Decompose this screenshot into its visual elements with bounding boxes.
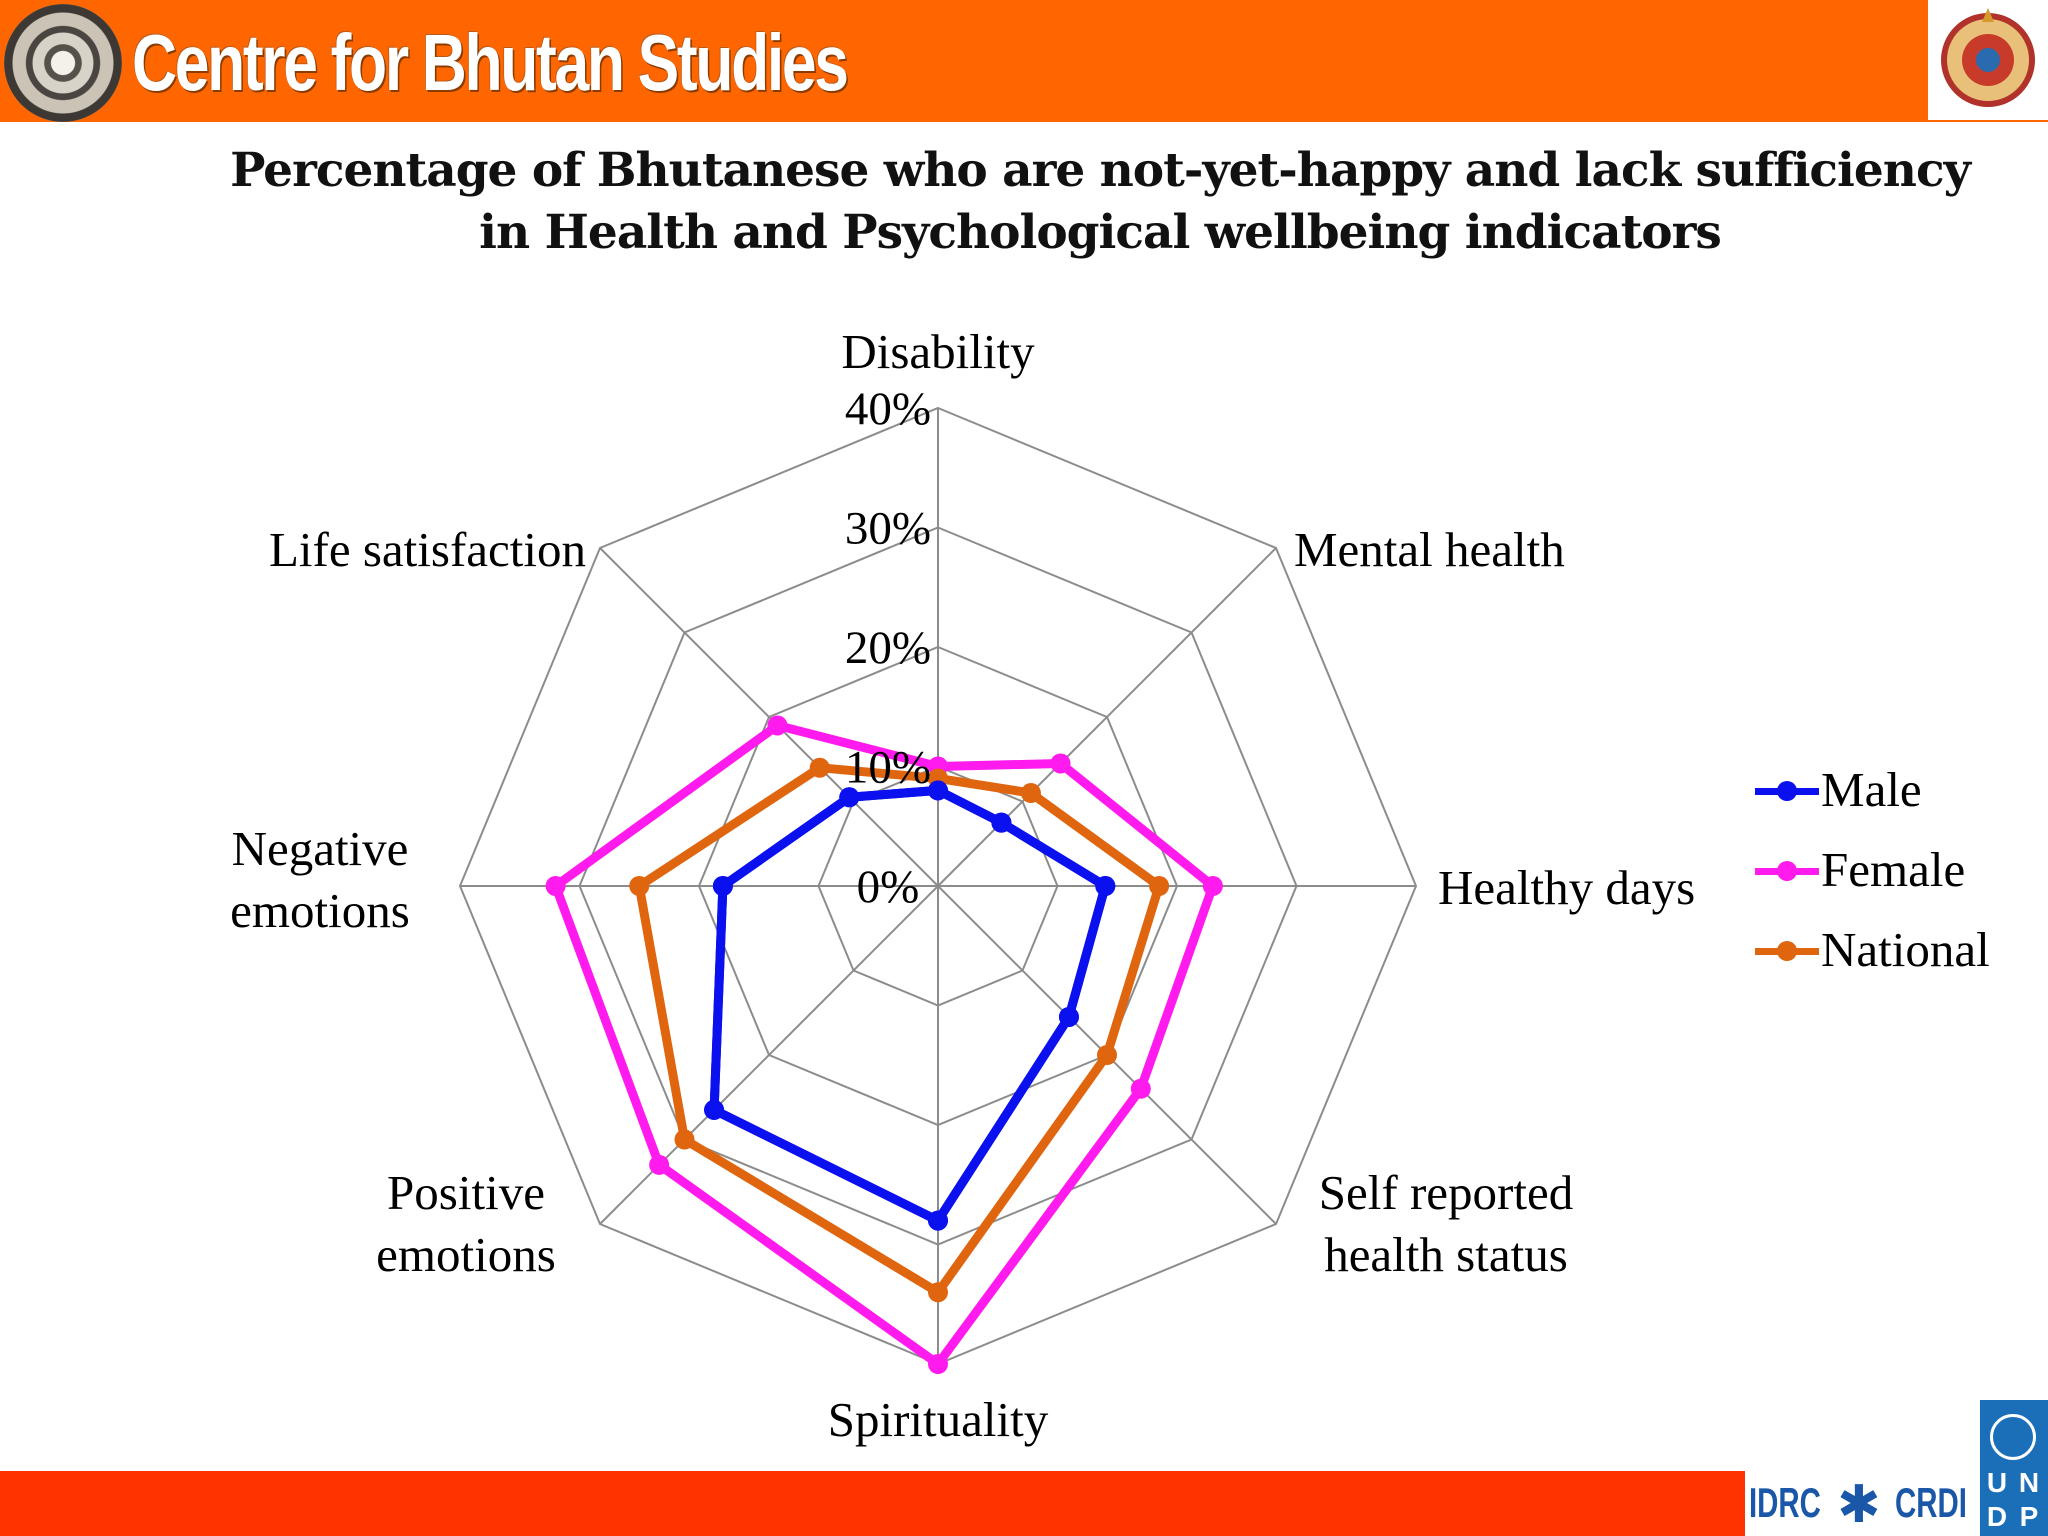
header-title: Centre for Bhutan Studies (132, 18, 849, 107)
category-label: Healthy days (1438, 860, 1695, 915)
data-point-national (928, 1282, 948, 1303)
legend-label: Female (1821, 842, 1966, 897)
data-point-male (712, 876, 733, 896)
header-bar: Centre for Bhutan Studies (0, 0, 2048, 122)
category-label: Self reported health status (1319, 1165, 1573, 1282)
tick-label: 0% (857, 861, 920, 913)
tick-label: 20% (845, 622, 931, 674)
category-label: Mental health (1294, 522, 1565, 577)
category-label: Positive emotions (376, 1165, 556, 1282)
data-point-female (545, 876, 566, 896)
data-point-male (928, 780, 948, 801)
grid-spoke (599, 547, 939, 887)
data-point-male (839, 787, 860, 808)
data-point-female (928, 1354, 948, 1374)
undp-logo: U N D P (1980, 1400, 2048, 1536)
data-point-male (1095, 876, 1116, 896)
category-label: Disability (841, 324, 1035, 379)
legend-marker (1777, 941, 1797, 961)
data-point-female (1130, 1078, 1151, 1099)
crdi-label: CRDI (1895, 1479, 1967, 1526)
tick-label: 10% (845, 742, 931, 794)
tick-label: 30% (845, 503, 931, 555)
data-point-male (991, 812, 1012, 833)
data-point-national (674, 1129, 695, 1150)
legend-marker (1777, 861, 1797, 881)
data-point-female (1050, 753, 1071, 774)
data-point-female (767, 715, 788, 736)
un-emblem-icon (1990, 1414, 2036, 1460)
series-line-male (709, 785, 1110, 1226)
dharma-wheel-icon (4, 4, 122, 122)
data-point-national (809, 757, 830, 778)
data-point-male (1058, 1006, 1079, 1027)
data-point-national (629, 876, 650, 896)
legend-marker (1777, 781, 1797, 801)
idrc-crdi-logo: IDRC ✱ CRDI (1745, 1471, 1980, 1536)
undp-letter-u: U (1986, 1467, 2008, 1498)
undp-letter-d: D (1986, 1501, 2008, 1532)
category-label: Spirituality (828, 1392, 1049, 1447)
category-label: Negative emotions (230, 821, 410, 938)
undp-letter-p: P (2019, 1501, 2039, 1532)
undp-letter-n: N (2018, 1467, 2040, 1498)
data-point-female (1202, 876, 1223, 896)
data-point-male (704, 1099, 725, 1120)
data-point-national (1096, 1044, 1117, 1065)
chart-title: Percentage of Bhutanese who are not-yet-… (200, 140, 2000, 264)
bhutan-emblem-icon (1928, 0, 2048, 120)
data-point-national (1149, 876, 1170, 896)
chart-title-line-2: in Health and Psychological wellbeing in… (479, 205, 1722, 260)
category-label: Life satisfaction (269, 522, 586, 577)
data-point-male (928, 1210, 948, 1231)
legend-label: Male (1821, 762, 1922, 817)
footer-bar (0, 1471, 1745, 1536)
data-point-female (649, 1154, 670, 1175)
chart-title-line-1: Percentage of Bhutanese who are not-yet-… (230, 143, 1971, 198)
grid-spoke (937, 547, 1277, 887)
idrc-star-icon: ✱ (1837, 1476, 1881, 1534)
data-point-national (1020, 783, 1041, 804)
idrc-label: IDRC (1749, 1479, 1821, 1526)
legend-label: National (1821, 922, 1990, 977)
tick-label: 40% (845, 383, 931, 435)
